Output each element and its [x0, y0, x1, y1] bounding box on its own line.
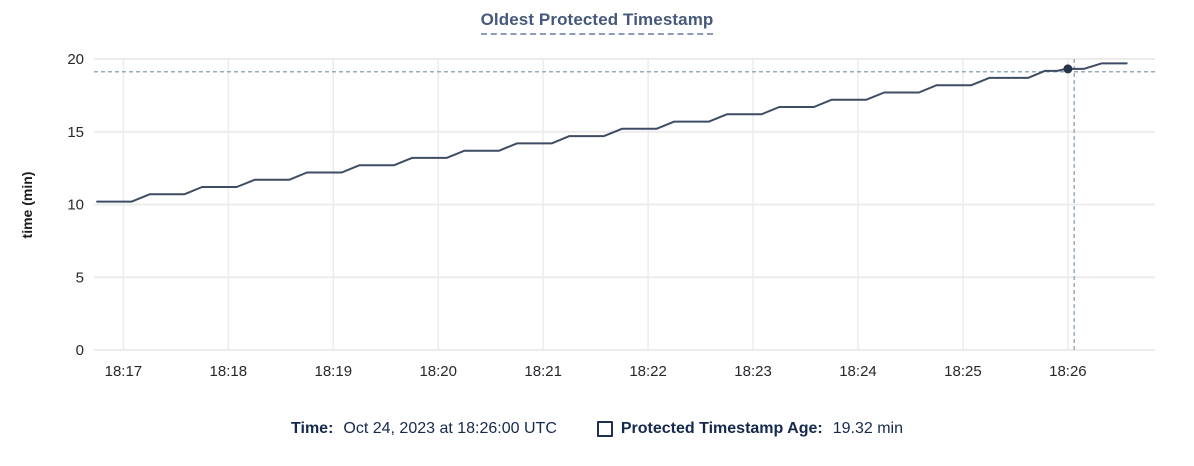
y-axis-tick-labels: 0 5 10 15 20 — [67, 51, 84, 359]
hover-crosshair — [94, 59, 1155, 353]
x-tick-label: 18:19 — [315, 363, 353, 380]
chart-legend: Time: Oct 24, 2023 at 18:26:00 UTC Prote… — [0, 418, 1194, 440]
y-tick-label: 20 — [67, 51, 84, 68]
x-tick-label: 18:24 — [839, 363, 877, 380]
y-tick-label: 0 — [76, 342, 84, 359]
y-tick-label: 15 — [67, 124, 84, 141]
x-tick-label: 18:26 — [1049, 363, 1087, 380]
chart-title[interactable]: Oldest Protected Timestamp — [480, 10, 714, 35]
grid-lines — [94, 58, 1155, 351]
series-hover-value: 19.32 min — [832, 420, 903, 437]
y-tick-label: 10 — [67, 197, 84, 214]
x-tick-label: 18:21 — [524, 363, 562, 380]
x-tick-label: 18:25 — [944, 363, 982, 380]
x-tick-label: 18:23 — [734, 363, 772, 380]
series-name-label: Protected Timestamp Age: — [620, 420, 823, 437]
y-tick-label: 5 — [76, 269, 84, 286]
legend-checkbox[interactable] — [596, 421, 613, 437]
y-axis-label: time (min) — [19, 172, 35, 239]
x-tick-label: 18:20 — [419, 363, 457, 380]
x-tick-label: 18:17 — [105, 363, 143, 380]
chart-title-row: Oldest Protected Timestamp — [0, 10, 1194, 35]
x-axis-tick-labels: 18:17 18:18 18:19 18:20 18:21 18:22 18:23 18:24… — [105, 363, 1087, 380]
series-line — [96, 62, 1128, 203]
hover-time-value: Oct 24, 2023 at 18:26:00 UTC — [343, 420, 557, 437]
x-tick-label: 18:22 — [629, 363, 667, 380]
hover-point-dot — [1063, 64, 1073, 74]
x-tick-label: 18:18 — [210, 363, 248, 380]
hover-time-label: Time: — [291, 420, 334, 437]
